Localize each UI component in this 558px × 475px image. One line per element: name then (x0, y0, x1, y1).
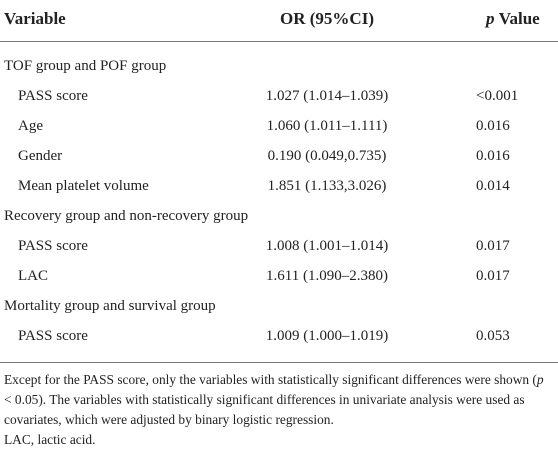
table-header: Variable OR (95%CI) p Value (0, 0, 558, 42)
footnote-abbrev: LAC, lactic acid. (4, 432, 96, 447)
variable-cell: PASS score (18, 328, 88, 344)
footnote-italic: p (536, 372, 544, 387)
data-row: Gender 0.190 (0.049,0.735) 0.016 (0, 142, 558, 172)
variable-cell: Gender (18, 148, 63, 164)
or-cell: 1.008 (1.001–1.014) (265, 238, 389, 254)
header-or: OR (95%CI) (280, 9, 374, 28)
header-variable: Variable (4, 9, 66, 28)
data-row: Mean platelet volume 1.851 (1.133,3.026) 0… (0, 172, 558, 202)
group-title: Recovery group and non-recovery group (4, 208, 249, 224)
variable-cell: LAC (18, 268, 48, 284)
p-value-cell: 0.017 (476, 238, 510, 254)
p-value-cell: <0.001 (476, 88, 519, 104)
data-row: LAC 1.611 (1.090–2.380) 0.017 (0, 262, 558, 292)
group-title: Mortality group and survival group (4, 298, 216, 314)
footnote: Except for the PASS score, only the vari… (4, 370, 552, 450)
group-row: Mortality group and survival group (0, 292, 558, 322)
bottom-rule (0, 362, 558, 363)
or-cell: 1.060 (1.011–1.111) (266, 118, 388, 134)
header-p: p Value (486, 9, 540, 29)
header-p-italic: p (486, 9, 495, 28)
p-value-cell: 0.016 (476, 118, 510, 134)
data-row: PASS score 1.027 (1.014–1.039) <0.001 (0, 82, 558, 112)
variable-cell: PASS score (18, 238, 88, 254)
data-row: PASS score 1.009 (1.000–1.019) 0.053 (0, 322, 558, 352)
or-cell: 1.611 (1.090–2.380) (266, 268, 388, 284)
group-title: TOF group and POF group (4, 58, 167, 74)
or-cell: 1.009 (1.000–1.019) (265, 328, 389, 344)
p-value-cell: 0.016 (476, 148, 510, 164)
header-p-rest: Value (498, 9, 540, 28)
p-value-cell: 0.014 (476, 178, 510, 194)
p-value-cell: 0.017 (476, 268, 510, 284)
variable-cell: PASS score (18, 88, 88, 104)
group-row: TOF group and POF group (0, 52, 558, 82)
footnote-text: Except for the PASS score, only the vari… (4, 372, 537, 387)
footnote-text: < 0.05). The variables with statisticall… (4, 392, 525, 427)
data-row: PASS score 1.008 (1.001–1.014) 0.017 (0, 232, 558, 262)
group-row: Recovery group and non-recovery group (0, 202, 558, 232)
or-cell: 1.851 (1.133,3.026) (267, 178, 387, 194)
variable-cell: Age (18, 118, 43, 134)
data-row: Age 1.060 (1.011–1.111) 0.016 (0, 112, 558, 142)
variable-cell: Mean platelet volume (18, 178, 149, 194)
p-value-cell: 0.053 (476, 328, 510, 344)
or-cell: 0.190 (0.049,0.735) (267, 148, 387, 164)
or-cell: 1.027 (1.014–1.039) (265, 88, 389, 104)
